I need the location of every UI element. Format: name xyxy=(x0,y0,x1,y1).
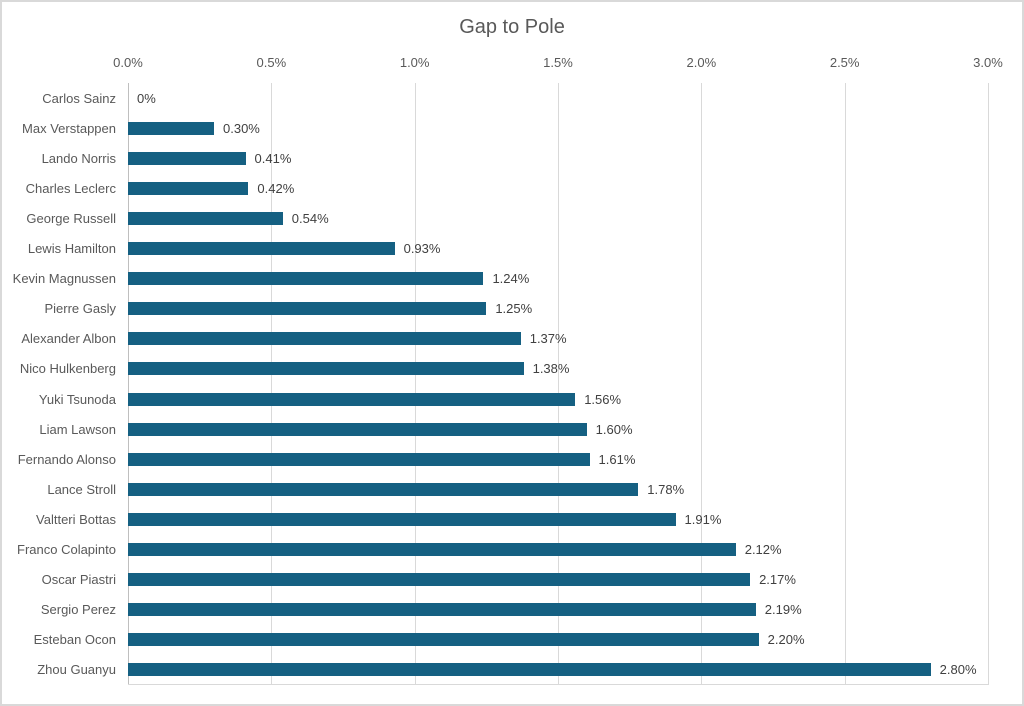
bar xyxy=(128,512,676,526)
x-tick-label: 0.0% xyxy=(113,55,143,70)
category-label: Lewis Hamilton xyxy=(27,241,116,257)
x-tick-label: 1.0% xyxy=(399,55,430,70)
category-axis-line xyxy=(128,83,129,685)
bar-row: 0.41% xyxy=(128,143,988,173)
bar xyxy=(128,362,524,376)
bar-row: 1.60% xyxy=(128,414,988,444)
gridline xyxy=(558,83,559,685)
category-label: Franco Colapinto xyxy=(17,542,116,558)
bar-row: 0.42% xyxy=(128,173,988,203)
bar-row: 1.91% xyxy=(128,504,988,534)
bar xyxy=(128,452,590,466)
bar-value-label: 1.25% xyxy=(495,301,533,317)
bar xyxy=(128,272,484,286)
bar-row: 0% xyxy=(128,83,988,113)
bar-row: 1.61% xyxy=(128,444,988,474)
bar-value-label: 1.56% xyxy=(584,391,622,407)
bar xyxy=(128,422,587,436)
x-tick-label: 0.5% xyxy=(256,55,287,70)
category-label: Fernando Alonso xyxy=(17,451,116,467)
bar xyxy=(128,332,521,346)
bar xyxy=(128,302,487,316)
bar xyxy=(128,151,246,165)
bar-row: 1.25% xyxy=(128,294,988,324)
bar-row: 0.30% xyxy=(128,113,988,143)
gridline xyxy=(844,83,846,685)
category-label: Nico Hulkenberg xyxy=(19,361,116,377)
bar-row: 1.78% xyxy=(128,474,988,504)
category-label: Yuki Tsunoda xyxy=(38,391,116,407)
bar-row: 1.24% xyxy=(128,264,988,294)
category-label: George Russell xyxy=(26,210,116,226)
x-tick-label: 3.0% xyxy=(973,55,1003,70)
plot-bottom-border xyxy=(128,684,988,685)
category-label: Sergio Perez xyxy=(40,602,116,618)
bar-value-label: 0.30% xyxy=(223,120,260,136)
bar-row: 0.93% xyxy=(128,234,988,264)
bar-value-label: 0% xyxy=(137,90,156,106)
bar-row: 1.56% xyxy=(128,384,988,414)
chart-title: Gap to Pole xyxy=(459,16,565,38)
bar-value-label: 2.19% xyxy=(764,602,802,618)
x-tick-label: 2.5% xyxy=(829,55,860,70)
category-label: Esteban Ocon xyxy=(33,632,116,648)
category-label: Lando Norris xyxy=(41,150,116,166)
category-label: Oscar Piastri xyxy=(41,572,116,588)
bar-value-label: 0.93% xyxy=(403,241,441,257)
category-label: Carlos Sainz xyxy=(42,90,116,106)
bar-value-label: 1.78% xyxy=(647,481,685,497)
bar-value-label: 0.54% xyxy=(291,210,329,226)
bar xyxy=(128,603,756,617)
x-tick-label: 1.5% xyxy=(543,55,573,70)
bar-value-label: 1.38% xyxy=(532,361,570,377)
bar-row: 2.17% xyxy=(128,565,988,595)
category-label: Alexander Albon xyxy=(21,331,116,347)
bar-value-label: 1.60% xyxy=(595,421,633,437)
bar-value-label: 2.17% xyxy=(759,572,796,588)
category-label: Charles Leclerc xyxy=(25,180,116,196)
bar-value-label: 2.12% xyxy=(744,542,782,558)
category-label: Zhou Guanyu xyxy=(37,662,116,678)
bar-value-label: 1.61% xyxy=(598,451,636,467)
bar xyxy=(128,663,931,677)
gridline xyxy=(701,83,703,685)
bar-value-label: 2.20% xyxy=(767,632,805,648)
category-label: Valtteri Bottas xyxy=(36,511,116,527)
category-label: Kevin Magnussen xyxy=(12,271,116,287)
bar-value-label: 0.41% xyxy=(254,150,292,166)
bar xyxy=(128,121,214,135)
bar-row: 1.37% xyxy=(128,324,988,354)
bar xyxy=(128,573,751,587)
bar-row: 2.80% xyxy=(128,655,988,685)
bar-row: 1.38% xyxy=(128,354,988,384)
x-tick-label: 2.0% xyxy=(686,55,717,70)
bar-row: 2.12% xyxy=(128,535,988,565)
bar-row: 0.54% xyxy=(128,203,988,233)
bar-row: 2.19% xyxy=(128,595,988,625)
x-axis: 0.0% 0.5% 1.0% 1.5% 2.0% 2.5% 3.0% xyxy=(2,55,1022,71)
bar xyxy=(128,181,249,195)
category-label: Pierre Gasly xyxy=(44,301,116,317)
bar-value-label: 1.37% xyxy=(529,331,567,347)
bar xyxy=(128,633,759,647)
category-label: Liam Lawson xyxy=(39,421,116,437)
gridline xyxy=(988,83,989,685)
bar-value-label: 1.91% xyxy=(684,511,722,527)
category-label: Max Verstappen xyxy=(22,120,116,136)
gridline xyxy=(414,83,416,685)
bar xyxy=(128,211,283,225)
bar-value-label: 2.80% xyxy=(939,662,977,678)
bar xyxy=(128,392,576,406)
bar xyxy=(128,543,736,557)
bar xyxy=(128,242,395,256)
bar xyxy=(128,482,639,496)
bar-value-label: 0.42% xyxy=(257,180,295,196)
bar-value-label: 1.24% xyxy=(492,271,530,287)
category-label: Lance Stroll xyxy=(47,481,116,497)
bar-row: 2.20% xyxy=(128,625,988,655)
plot-area: 0% 0.30% 0.41% 0.42% 0.54% 0.93% 1.24% 1.25% 1.3… xyxy=(128,83,989,685)
gridline xyxy=(271,83,273,685)
